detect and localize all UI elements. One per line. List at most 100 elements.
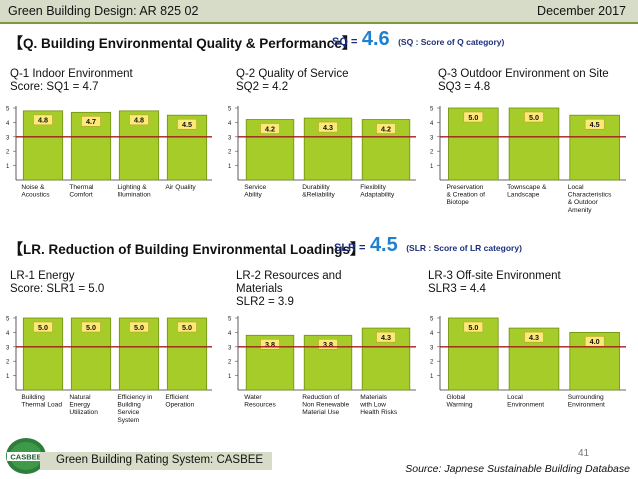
lr-score-label: SLR = [334, 242, 366, 254]
category-label-line: Townscape & [507, 184, 547, 191]
data-label-box [524, 331, 544, 343]
data-label-box [177, 321, 197, 333]
data-label-box [33, 321, 53, 333]
lr1-title: LR-1 Energy [10, 270, 75, 282]
y-tick-label: 2 [228, 360, 232, 366]
y-tick-label: 1 [430, 374, 434, 380]
bracket-open-icon: 【 [8, 35, 24, 52]
data-label: 3.8 [265, 340, 275, 349]
data-label-box [129, 321, 149, 333]
data-label-box [129, 114, 149, 126]
category-label-line: Durability [302, 184, 330, 191]
casbee-logo-icon: CASBEE [6, 438, 46, 474]
y-tick-label: 4 [228, 331, 232, 337]
category-label-line: Efficiency in [117, 394, 152, 401]
y-tick-label: 4 [6, 331, 10, 337]
data-label: 4.0 [590, 337, 600, 346]
q2-title-block: Q-2 Quality of Service SQ2 = 4.2 [236, 68, 348, 94]
q-score-value: 4.6 [361, 28, 390, 50]
date-label: December 2017 [537, 4, 626, 18]
category-label: Preservation & Creation of Biotope [446, 184, 485, 206]
category-label-line: Illumination [117, 192, 151, 199]
footer-bar: Green Building Rating System: CASBEE [40, 452, 272, 470]
category-label-line: Natural [69, 394, 91, 401]
data-label: 4.3 [323, 123, 333, 132]
q3-title: Q-3 Outdoor Environment on Site [438, 68, 609, 80]
data-label: 4.5 [590, 120, 600, 129]
category-label-line: with Low [359, 402, 386, 409]
y-tick-label: 3 [228, 135, 232, 141]
category-label-line: Water [244, 394, 262, 401]
category-label-line: Amenity [568, 207, 593, 214]
y-tick-label: 5 [6, 317, 10, 323]
q1-subtitle: Score: SQ1 = 4.7 [10, 81, 99, 93]
y-tick-label: 4 [430, 121, 434, 127]
category-label: Service Ability [244, 184, 266, 199]
category-label: Efficient Operation [165, 394, 194, 409]
lr-title-text: LR. Reduction of Building Environmental … [23, 242, 351, 257]
data-label: 4.2 [265, 124, 275, 133]
y-tick-label: 2 [6, 150, 10, 156]
lr3-title: LR-3 Off-site Environment [428, 270, 561, 282]
y-tick-label: 3 [430, 135, 434, 141]
category-label: Water Resources [244, 394, 276, 409]
data-label-box [463, 321, 484, 333]
lr3-subtitle: SLR3 = 4.4 [428, 283, 486, 295]
q2-subtitle: SQ2 = 4.2 [236, 81, 289, 93]
data-label: 5.0 [468, 323, 478, 332]
category-label: Thermal Comfort [69, 184, 94, 199]
lr3-title-block: LR-3 Off-site Environment SLR3 = 4.4 [428, 270, 561, 296]
category-label-line: Air Quality [165, 184, 196, 191]
lr2-bar-chart: 1 2 3 4 5 3.8 Water Resources 3.8 Reduction of Non… [228, 316, 416, 416]
data-label-box [81, 321, 101, 333]
bracket-open-icon: 【 [8, 241, 24, 258]
y-tick-label: 5 [228, 107, 232, 113]
category-label-line: Non Renewable [302, 402, 349, 409]
category-label-line: Material Use [302, 409, 339, 416]
category-label-line: Utilization [69, 409, 98, 416]
q2-title: Q-2 Quality of Service [236, 68, 349, 80]
category-label: Building Thermal Load [21, 394, 62, 409]
category-label-line: System [117, 417, 139, 424]
category-label-line: Surrounding [568, 394, 604, 401]
category-label: Flexiblity Adaptability [360, 184, 395, 199]
category-label-line: Flexiblity [360, 184, 386, 191]
y-tick-label: 1 [228, 374, 232, 380]
y-tick-label: 2 [6, 360, 10, 366]
data-label: 5.0 [86, 323, 96, 332]
bar [569, 114, 620, 181]
data-label-box [524, 111, 544, 123]
q3-subtitle: SQ3 = 4.8 [438, 81, 491, 93]
category-label-line: & Creation of [446, 192, 485, 199]
y-tick-label: 1 [228, 164, 232, 170]
y-tick-label: 3 [228, 345, 232, 351]
q1-bar-chart: 1 2 3 4 5 4.8 Noise & Acoustics 4.7 Thermal Comfor… [6, 106, 212, 199]
lr1-subtitle: Score: SLR1 = 5.0 [10, 283, 105, 295]
category-label-line: Resources [244, 402, 276, 409]
category-label-line: &Reliability [302, 192, 335, 199]
data-label: 4.8 [38, 116, 48, 125]
y-tick-label: 3 [6, 345, 10, 351]
lr1-title-block: LR-1 Energy Score: SLR1 = 5.0 [10, 270, 104, 296]
category-label: Noise & Acoustics [21, 184, 50, 199]
data-label: 5.0 [182, 323, 192, 332]
q2-bar-chart: 1 2 3 4 5 4.2 Service Ability 4.3 Durability &Reli… [228, 106, 416, 199]
q1-title: Q-1 Indoor Environment [10, 68, 133, 80]
category-label: Air Quality [165, 184, 196, 191]
lr-score-value: 4.5 [369, 234, 398, 256]
data-label-box [81, 116, 101, 127]
data-label-box [318, 121, 338, 133]
category-label-line: Biotope [446, 199, 469, 206]
y-tick-label: 2 [228, 150, 232, 156]
category-label-line: Service [117, 409, 139, 416]
category-label-line: Acoustics [21, 192, 50, 199]
category-label: Global Warming [446, 394, 472, 409]
data-label: 4.7 [86, 117, 96, 126]
category-label: Local Environment [507, 394, 544, 409]
q-score-label: SQ = [332, 36, 358, 48]
category-label-line: Landscape [507, 192, 540, 199]
q3-title-block: Q-3 Outdoor Environment on Site SQ3 = 4.… [438, 68, 609, 94]
bracket-close-icon: 】 [341, 35, 357, 52]
category-label-line: & Outdoor [568, 199, 599, 206]
